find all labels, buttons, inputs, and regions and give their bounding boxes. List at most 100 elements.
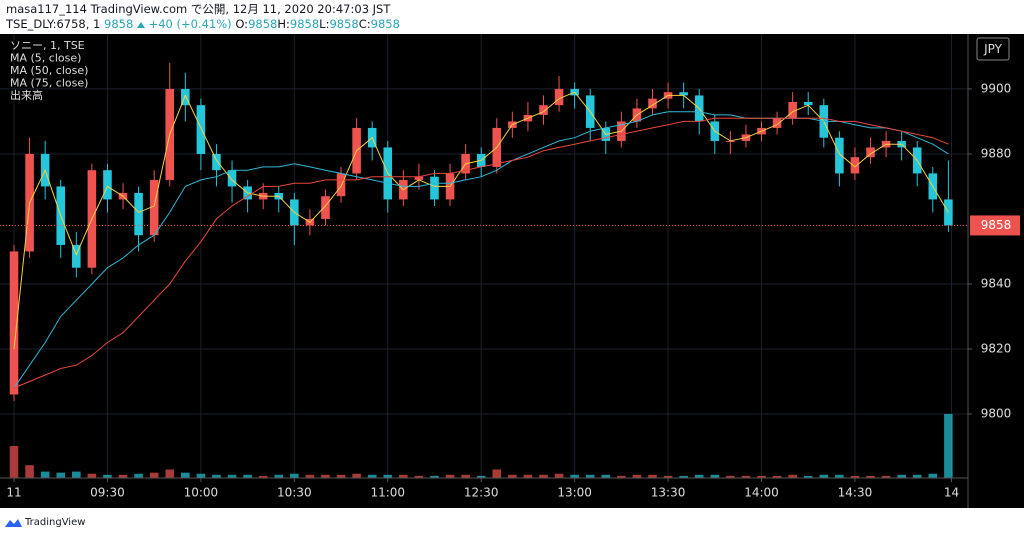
- currency: JPY: [983, 42, 1003, 56]
- volume-bar: [336, 474, 346, 478]
- volume-bar: [103, 474, 112, 478]
- volume-bar: [866, 475, 875, 478]
- volume-bar: [508, 474, 517, 478]
- publish-line: masa117_114 TradingView.com で公開, 12月 11,…: [6, 2, 391, 16]
- volume-bar: [944, 414, 953, 478]
- candle-body: [726, 140, 735, 142]
- candle-body: [336, 173, 346, 197]
- x-tick-label: 11: [6, 486, 21, 500]
- last: 9858: [104, 17, 134, 31]
- candle-body: [196, 105, 206, 154]
- candle-body: [181, 88, 190, 106]
- volume-bar: [492, 469, 502, 478]
- volume-bar: [835, 474, 844, 478]
- volume-bar: [850, 475, 860, 478]
- volume-bar: [149, 472, 159, 478]
- volume-bar: [274, 474, 284, 478]
- candle-body: [788, 101, 797, 119]
- candle-body: [134, 192, 143, 236]
- symbol: TSE_DLY:6758, 1: [6, 17, 101, 31]
- volume-bar: [539, 474, 548, 478]
- volume-bar: [383, 474, 393, 478]
- field-value: 9858: [289, 17, 320, 31]
- volume-bar: [679, 475, 688, 478]
- volume-bar: [414, 475, 424, 478]
- ma-line: [13, 117, 949, 389]
- legend-entry: 出来高: [10, 88, 43, 102]
- y-tick-label: 9820: [981, 341, 1012, 355]
- candle-body: [539, 105, 548, 115]
- volume-bar: [523, 474, 533, 478]
- volume-bar: [741, 475, 751, 478]
- volume-bar: [9, 446, 19, 478]
- volume-bar: [134, 473, 143, 478]
- candle-body: [72, 244, 81, 268]
- volume-bar: [570, 474, 579, 478]
- logo: [5, 519, 22, 527]
- legend-entry: ソニー, 1, TSE: [10, 39, 85, 52]
- volume-bar: [243, 474, 252, 478]
- x-tick-label: 14: [944, 486, 959, 500]
- x-tick-label: 11:00: [370, 486, 405, 500]
- candle-body: [414, 176, 424, 180]
- volume-bar: [663, 475, 673, 478]
- field-value: 9858: [248, 17, 278, 31]
- volume-bar: [881, 475, 891, 478]
- volume-bar: [227, 474, 237, 478]
- ma-line: [13, 91, 949, 350]
- volume-bar: [399, 474, 408, 478]
- volume-bar: [56, 472, 66, 478]
- volume-bar: [757, 475, 766, 478]
- brand: TradingView: [24, 517, 85, 528]
- volume-bar: [928, 473, 938, 478]
- x-tick-label: 12:30: [464, 486, 499, 500]
- candle-body: [803, 101, 813, 106]
- volume-bar: [461, 474, 470, 478]
- candle-body: [648, 98, 657, 109]
- volume-bar: [196, 473, 206, 478]
- quote-line: TSE_DLY:6758, 1 9858 +40 (+0.41%) O:9858…: [6, 17, 400, 32]
- volume-bar: [897, 474, 906, 478]
- legend-entry: MA (50, close): [10, 64, 88, 77]
- volume-bar: [25, 465, 34, 478]
- volume-bar: [352, 473, 361, 478]
- y-tick-label: 9900: [981, 81, 1012, 95]
- field-label: H:: [277, 17, 290, 31]
- x-tick-label: 13:00: [557, 486, 592, 500]
- volume-bar: [912, 474, 922, 478]
- x-tick-label: 14:00: [744, 486, 779, 500]
- volume-bar: [87, 473, 97, 478]
- volume-bar: [118, 474, 128, 478]
- volume-bar: [803, 475, 813, 478]
- x-tick-label: 10:00: [184, 486, 219, 500]
- candle-body: [103, 170, 112, 200]
- candle-body: [321, 196, 330, 219]
- volume-bar: [554, 473, 564, 478]
- last-price-label: 9858: [981, 218, 1012, 232]
- y-tick-label: 9880: [981, 146, 1012, 160]
- volume-bar: [258, 475, 268, 478]
- candle-body: [772, 118, 782, 128]
- x-tick-label: 09:30: [90, 486, 125, 500]
- volume-bar: [710, 474, 720, 478]
- volume-bar: [181, 472, 190, 478]
- x-tick-label: 10:30: [277, 486, 312, 500]
- candle-body: [679, 92, 688, 96]
- volume-bar: [430, 475, 439, 478]
- field-value: 9858: [370, 17, 400, 31]
- volume-bar: [476, 475, 486, 478]
- volume-bar: [601, 474, 611, 478]
- field-value: 9858: [329, 17, 359, 31]
- last-price-box: [970, 215, 1020, 236]
- candle-body: [944, 199, 953, 226]
- legend-entry: MA (5, close): [10, 52, 81, 65]
- candle-body: [554, 88, 564, 106]
- volume-bar: [212, 474, 221, 478]
- volume-bar: [72, 471, 81, 478]
- volume-bar: [788, 474, 797, 478]
- volume-bar: [617, 475, 626, 478]
- field-label: O:: [235, 17, 249, 31]
- volume-bar: [694, 474, 704, 478]
- volume-bar: [290, 473, 299, 478]
